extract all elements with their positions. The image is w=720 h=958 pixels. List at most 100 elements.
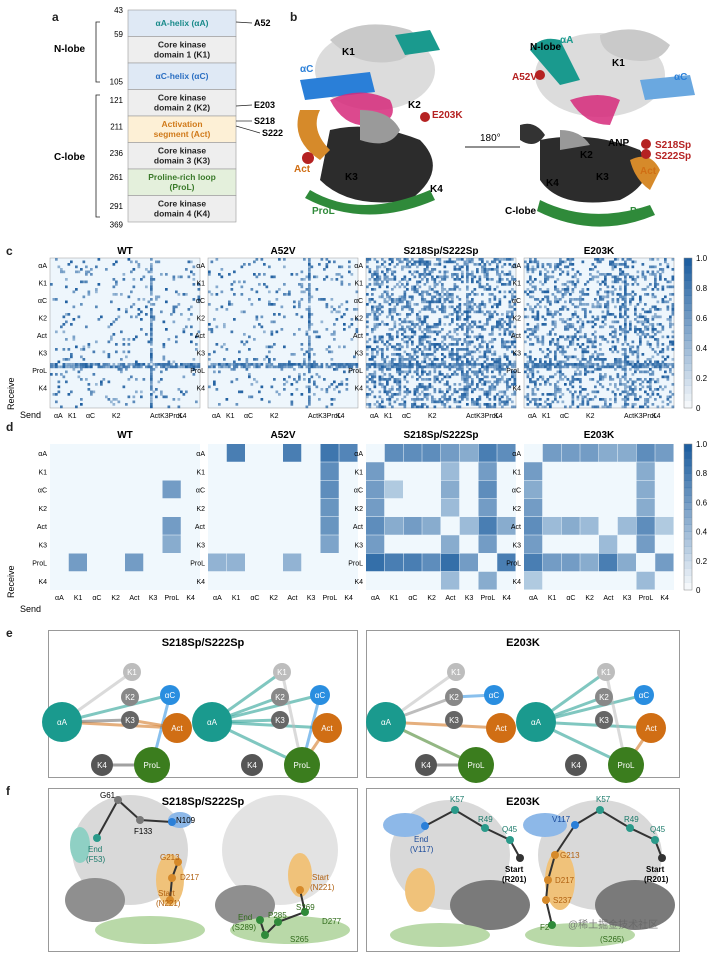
c-heat-cell [443,288,447,291]
c-heat-cell [366,348,369,351]
c-heat-cell [213,363,216,366]
d-heat-cell [125,553,144,572]
c-heat-cell [536,323,540,326]
c-heat-cell [486,403,489,406]
c-heat-cell [471,365,474,369]
c-heat-cell [413,390,417,394]
c-heat-cell [180,365,183,369]
c-heat-cell [192,298,196,301]
c-heat-cell [496,265,499,269]
c-heat-cell [127,338,131,341]
c-col-label: K2 [586,413,595,420]
c-heat-cell [659,330,662,334]
c-heat-cell [391,258,394,261]
c-heat-cell [150,373,153,376]
c-heat-cell [506,340,509,344]
c-heat-cell [443,300,447,304]
c-heat-cell [406,345,409,349]
c-heat-cell [373,373,377,376]
c-heat-cell [448,405,452,409]
d-col-label: K4 [186,595,195,602]
c-heat-cell [283,365,286,369]
c-heat-cell [115,343,118,346]
c-heat-cell [446,293,449,296]
c-heat-cell [468,360,472,364]
c-heat-cell [403,278,407,281]
c-heat-cell [328,260,331,264]
c-heat-cell [368,393,372,396]
d-row-label: αC [354,488,363,495]
c-heat-cell [80,280,83,284]
c-heat-cell [631,373,635,376]
e-node-K2 [121,688,139,706]
c-heat-cell [478,308,482,311]
c-heat-cell [398,343,402,346]
c-heat-cell [501,265,504,269]
c-heat-cell [564,375,567,379]
d-colorbar-tick: 1.0 [696,440,708,449]
c-heat-cell [443,298,447,301]
c-heat-cell [458,363,462,366]
c-heat-cell [611,363,615,366]
c-heat-cell [421,258,424,261]
c-heat-cell [403,285,407,289]
c-heat-cell [566,270,570,274]
c-heat-cell [145,313,148,316]
c-heat-cell [120,363,123,366]
c-heat-cell [213,383,216,386]
c-heat-cell [534,260,537,264]
c-heat-cell [223,343,226,346]
c-heat-cell [386,390,389,394]
c-heat-cell [581,298,585,301]
c-heat-cell [373,258,377,261]
d-col-label: K1 [232,595,241,602]
c-heat-cell [393,323,397,326]
c-row-label: K2 [512,316,521,323]
c-heat-cell [428,353,432,356]
c-heat-cell [466,318,469,321]
c-heat-cell [90,363,93,366]
c-heat-cell [661,298,665,301]
c-heat-cell [466,343,469,346]
c-heat-cell [398,298,402,301]
c-heat-cell [496,393,499,396]
c-heat-cell [313,380,316,384]
d-heat-cell [580,517,599,535]
f-left-surface-1 [65,795,205,944]
c-heat-cell [366,285,369,289]
c-heat-cell [666,378,670,381]
c-heat-cell [503,273,507,276]
c-heat-cell [486,345,489,349]
c-heat-cell [466,263,469,266]
c-heat-cell [456,273,459,276]
c-heat-cell [223,365,226,369]
c-heat-cell [458,318,462,321]
c-heat-cell [544,360,547,364]
c-heat-cell [393,270,397,274]
d-colorbar-tick: 0 [696,586,701,595]
c-heat-cell [571,395,575,399]
c-heat-cell [556,338,560,341]
c-heat-cell [539,358,542,361]
c-heat-cell [436,343,439,346]
c-heat-cell [478,345,482,349]
c-heat-cell [431,295,434,299]
c-heat-cell [559,345,562,349]
d-heat-cell [636,535,655,553]
c-heat-cell [634,260,637,264]
c-heat-cell [376,270,379,274]
residue-number: 105 [110,78,124,87]
c-heat-cell [659,395,662,399]
c-heat-cell [641,333,645,336]
e-node-Act [312,713,342,743]
c-heat-cell [423,298,427,301]
c-heat-cell [631,265,635,269]
c-heat-cell [182,375,186,379]
c-heat-cell [376,310,379,314]
c-heat-cell [333,388,336,391]
c-heat-cell [428,385,432,389]
c-heat-cell [666,265,670,269]
c-heat-cell [72,335,76,339]
c-heat-cell [398,370,402,374]
c-heat-cell [132,268,136,271]
